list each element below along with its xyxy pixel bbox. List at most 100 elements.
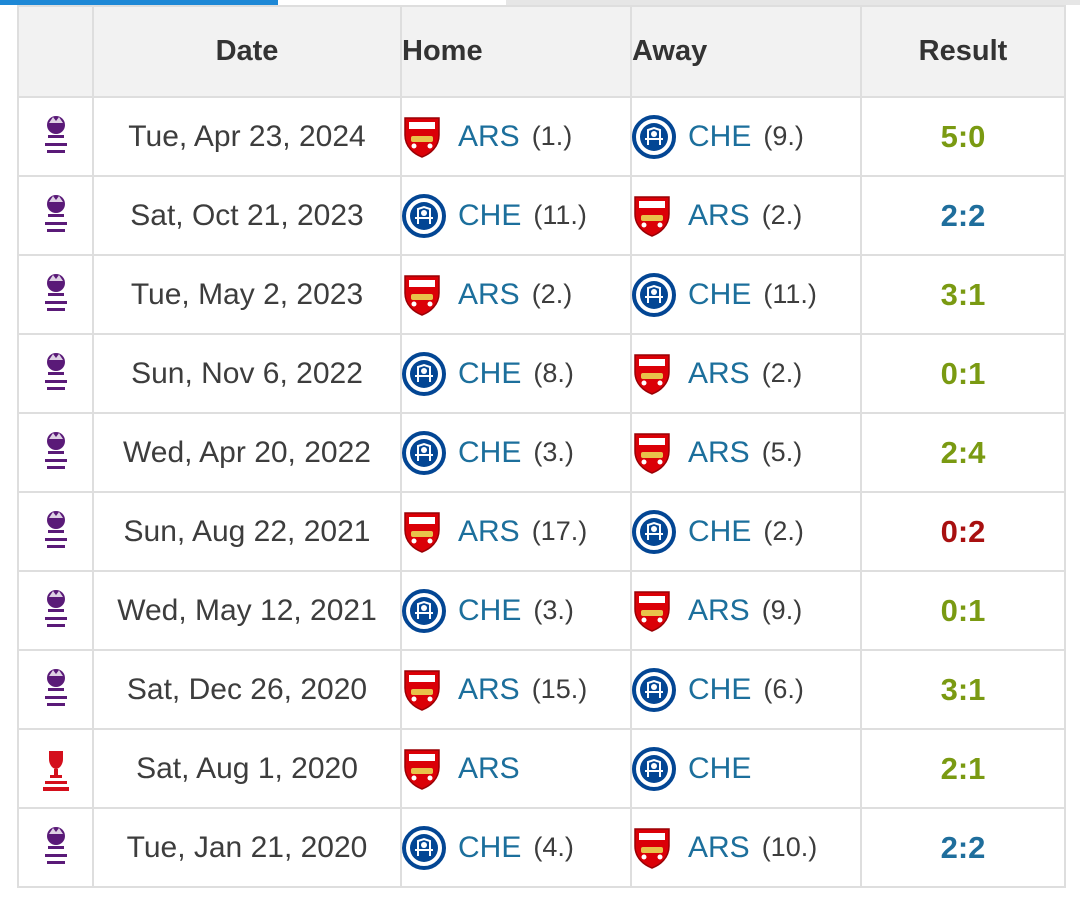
match-result[interactable]: 2:1 — [860, 728, 1066, 809]
competition-cell[interactable] — [17, 728, 94, 809]
home-team-cell[interactable]: CHE (4.) — [400, 807, 632, 888]
arsenal-crest-icon — [402, 510, 442, 554]
home-team-name[interactable]: ARS — [458, 751, 520, 785]
home-team-name[interactable]: CHE — [458, 830, 522, 864]
match-result[interactable]: 0:1 — [860, 570, 1066, 651]
table-row[interactable]: Tue, Jan 21, 2020 CHE (4.) ARS (10.) 2:2 — [17, 807, 1066, 888]
match-result[interactable]: 0:2 — [860, 491, 1066, 572]
away-team-cell[interactable]: CHE (2.) — [630, 491, 862, 572]
match-result[interactable]: 2:4 — [860, 412, 1066, 493]
away-team-name[interactable]: CHE — [688, 514, 752, 548]
table-row[interactable]: Sat, Oct 21, 2023 CHE (11.) ARS (2.) 2:2 — [17, 175, 1066, 256]
away-team-cell[interactable]: CHE (9.) — [630, 96, 862, 177]
home-team-cell[interactable]: CHE (3.) — [400, 570, 632, 651]
competition-cell[interactable] — [17, 807, 94, 888]
premier-league-icon[interactable] — [39, 113, 73, 161]
competition-cell[interactable] — [17, 175, 94, 256]
home-team-position: (2.) — [531, 279, 573, 309]
match-result[interactable]: 3:1 — [860, 254, 1066, 335]
table-row[interactable]: Tue, Apr 23, 2024 ARS (1.) CHE (9.) 5:0 — [17, 96, 1066, 177]
chelsea-crest-icon — [632, 667, 676, 712]
competition-cell[interactable] — [17, 254, 94, 335]
competition-cell[interactable] — [17, 570, 94, 651]
home-team-cell[interactable]: CHE (11.) — [400, 175, 632, 256]
home-team-name[interactable]: ARS — [458, 514, 520, 548]
header-date[interactable]: Date — [92, 5, 402, 98]
home-team-name[interactable]: CHE — [458, 435, 522, 469]
table-row[interactable]: Sat, Aug 1, 2020 ARS CHE 2:1 — [17, 728, 1066, 809]
competition-cell[interactable] — [17, 96, 94, 177]
away-team-cell[interactable]: ARS (10.) — [630, 807, 862, 888]
arsenal-crest-icon — [402, 668, 442, 712]
table-row[interactable]: Sun, Nov 6, 2022 CHE (8.) ARS (2.) 0:1 — [17, 333, 1066, 414]
match-date: Tue, Jan 21, 2020 — [92, 807, 402, 888]
home-team-name[interactable]: ARS — [458, 119, 520, 153]
premier-league-icon[interactable] — [39, 192, 73, 240]
away-team-cell[interactable]: ARS (2.) — [630, 175, 862, 256]
home-team-cell[interactable]: CHE (8.) — [400, 333, 632, 414]
match-date: Tue, Apr 23, 2024 — [92, 96, 402, 177]
competition-cell[interactable] — [17, 333, 94, 414]
competition-cell[interactable] — [17, 412, 94, 493]
match-result[interactable]: 2:2 — [860, 807, 1066, 888]
premier-league-icon[interactable] — [39, 350, 73, 398]
away-team-cell[interactable]: CHE (11.) — [630, 254, 862, 335]
premier-league-icon[interactable] — [39, 508, 73, 556]
away-team-cell[interactable]: ARS (2.) — [630, 333, 862, 414]
away-team-name[interactable]: ARS — [688, 356, 750, 390]
home-team-position: (17.) — [531, 516, 588, 546]
away-team-position: (10.) — [761, 832, 818, 862]
chelsea-crest-icon — [402, 430, 446, 475]
away-team-name[interactable]: ARS — [688, 830, 750, 864]
home-team-cell[interactable]: ARS (1.) — [400, 96, 632, 177]
premier-league-icon[interactable] — [39, 666, 73, 714]
table-row[interactable]: Wed, May 12, 2021 CHE (3.) ARS (9.) 0:1 — [17, 570, 1066, 651]
away-team-cell[interactable]: ARS (5.) — [630, 412, 862, 493]
away-team-cell[interactable]: ARS (9.) — [630, 570, 862, 651]
active-tab-indicator[interactable] — [0, 0, 278, 5]
away-team-name[interactable]: CHE — [688, 119, 752, 153]
table-row[interactable]: Tue, May 2, 2023 ARS (2.) CHE (11.) 3:1 — [17, 254, 1066, 335]
away-team-position: (9.) — [763, 121, 804, 151]
competition-cell[interactable] — [17, 649, 94, 730]
home-team-cell[interactable]: ARS (15.) — [400, 649, 632, 730]
match-result[interactable]: 2:2 — [860, 175, 1066, 256]
premier-league-icon[interactable] — [39, 271, 73, 319]
match-result[interactable]: 0:1 — [860, 333, 1066, 414]
table-row[interactable]: Sat, Dec 26, 2020 ARS (15.) CHE (6.) 3:1 — [17, 649, 1066, 730]
home-team-name[interactable]: CHE — [458, 198, 522, 232]
away-team-cell[interactable]: CHE (6.) — [630, 649, 862, 730]
home-team-name[interactable]: ARS — [458, 277, 520, 311]
away-team-name[interactable]: ARS — [688, 435, 750, 469]
away-team-name[interactable]: CHE — [688, 672, 752, 706]
home-team-name[interactable]: CHE — [458, 593, 522, 627]
home-team-name[interactable]: CHE — [458, 356, 522, 390]
home-team-position: (3.) — [533, 595, 574, 625]
match-result[interactable]: 5:0 — [860, 96, 1066, 177]
premier-league-icon[interactable] — [39, 587, 73, 635]
home-team-cell[interactable]: ARS — [400, 728, 632, 809]
competition-cell[interactable] — [17, 491, 94, 572]
header-competition — [17, 5, 94, 98]
arsenal-crest-icon — [632, 431, 672, 475]
away-team-name[interactable]: ARS — [688, 593, 750, 627]
home-team-cell[interactable]: CHE (3.) — [400, 412, 632, 493]
away-team-position: (2.) — [763, 516, 804, 546]
home-team-cell[interactable]: ARS (2.) — [400, 254, 632, 335]
match-date: Sat, Oct 21, 2023 — [92, 175, 402, 256]
away-team-name[interactable]: CHE — [688, 277, 752, 311]
premier-league-icon[interactable] — [39, 824, 73, 872]
home-team-cell[interactable]: ARS (17.) — [400, 491, 632, 572]
premier-league-icon[interactable] — [39, 429, 73, 477]
chelsea-crest-icon — [632, 114, 676, 159]
away-team-cell[interactable]: CHE — [630, 728, 862, 809]
away-team-position: (2.) — [761, 358, 803, 388]
away-team-name[interactable]: ARS — [688, 198, 750, 232]
table-row[interactable]: Sun, Aug 22, 2021 ARS (17.) CHE (2.) 0:2 — [17, 491, 1066, 572]
table-row[interactable]: Wed, Apr 20, 2022 CHE (3.) ARS (5.) 2:4 — [17, 412, 1066, 493]
fa-cup-icon[interactable] — [39, 745, 73, 793]
home-team-position: (1.) — [531, 121, 573, 151]
away-team-name[interactable]: CHE — [688, 751, 752, 785]
match-result[interactable]: 3:1 — [860, 649, 1066, 730]
home-team-name[interactable]: ARS — [458, 672, 520, 706]
